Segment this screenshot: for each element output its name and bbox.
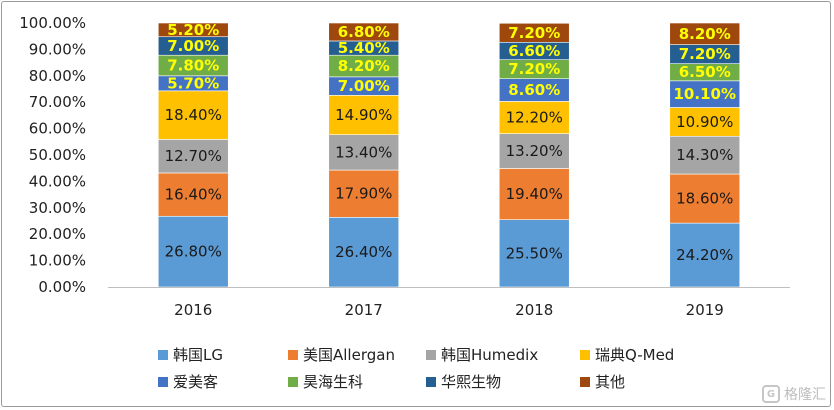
legend-swatch	[158, 349, 168, 360]
legend-label: 瑞典Q-Med	[595, 346, 675, 364]
bar-segment	[328, 95, 400, 135]
data-label: 26.80%	[165, 243, 222, 261]
y-tick-label: 60.00%	[29, 120, 86, 138]
bar-segment	[328, 22, 400, 42]
data-label: 7.00%	[338, 77, 390, 95]
y-tick-label: 80.00%	[29, 67, 86, 85]
data-label: 24.20%	[676, 246, 733, 264]
legend-item: 爱美客	[158, 371, 218, 392]
legend-swatch	[426, 349, 436, 360]
bar-segment	[669, 222, 741, 288]
data-label: 6.80%	[338, 23, 390, 41]
watermark-text: 格隆汇	[784, 387, 826, 403]
gelonghui-logo-icon: G	[762, 385, 780, 403]
bars-group: 26.80%16.40%12.70%18.40%5.70%7.80%7.00%5…	[157, 21, 741, 288]
bar-segment	[669, 107, 741, 137]
bar-segment	[328, 217, 400, 288]
y-tick-label: 40.00%	[29, 172, 86, 190]
bar-segment	[498, 22, 570, 43]
bar-segment	[157, 90, 229, 140]
data-label: 7.20%	[508, 24, 560, 42]
legend-item: 瑞典Q-Med	[580, 344, 674, 365]
x-tick-label: 2017	[345, 301, 383, 319]
data-label: 8.20%	[679, 25, 731, 43]
data-label: 7.80%	[167, 57, 219, 75]
data-label: 10.10%	[674, 85, 736, 103]
legend-label: 爱美客	[173, 373, 219, 391]
bar-segment	[157, 22, 229, 38]
bar-segment	[328, 134, 400, 171]
y-tick-label: 0.00%	[38, 278, 86, 296]
legend-item: 华熙生物	[426, 371, 501, 392]
data-label: 13.20%	[506, 142, 563, 160]
y-tick-label: 100.00%	[19, 14, 86, 32]
legend-label: 韩国LG	[173, 346, 223, 364]
legend-label: 昊海生科	[303, 373, 364, 391]
legend-label: 其他	[595, 373, 626, 391]
legend-swatch	[426, 376, 436, 387]
y-tick-label: 70.00%	[29, 93, 86, 111]
data-label: 5.20%	[167, 21, 219, 39]
data-label: 8.20%	[338, 57, 390, 75]
legend-swatch	[580, 376, 590, 387]
data-label: 8.60%	[508, 81, 560, 99]
legend-label: 美国Allergan	[303, 346, 395, 364]
data-label: 13.40%	[335, 143, 392, 161]
data-label: 17.90%	[335, 185, 392, 203]
y-tick-label: 30.00%	[29, 199, 86, 217]
data-label: 19.40%	[506, 185, 563, 203]
legend-label: 韩国Humedix	[441, 346, 539, 364]
data-label: 7.20%	[679, 45, 731, 63]
stacked-bar-chart: 0.00% 10.00% 20.00% 30.00% 40.00% 50.00% 60.00…	[19, 14, 790, 319]
data-label: 12.70%	[165, 147, 222, 165]
watermark: G 格隆汇	[762, 384, 826, 404]
y-tick-label: 10.00%	[29, 252, 86, 270]
legend-item: 昊海生科	[288, 371, 363, 392]
legend-swatch	[288, 349, 298, 360]
bar-segment	[498, 219, 570, 288]
bar-segment	[669, 80, 741, 108]
data-label: 14.30%	[676, 146, 733, 164]
legend-item: 韩国Humedix	[426, 344, 538, 365]
legend-swatch	[158, 376, 168, 387]
data-label: 16.40%	[165, 186, 222, 204]
x-tick-label: 2018	[515, 301, 553, 319]
bar-segment	[669, 22, 741, 45]
y-tick-label: 90.00%	[29, 40, 86, 58]
bar-segment	[669, 135, 741, 175]
data-label: 14.90%	[335, 106, 392, 124]
data-label: 7.00%	[167, 37, 219, 55]
legend-item: 韩国LG	[158, 344, 223, 365]
bar-segment	[157, 172, 229, 217]
data-label: 6.60%	[508, 42, 560, 60]
y-axis: 0.00% 10.00% 20.00% 30.00% 40.00% 50.00% 60.00…	[19, 14, 86, 296]
y-tick-label: 20.00%	[29, 225, 86, 243]
data-label: 25.50%	[506, 244, 563, 262]
data-label: 18.60%	[676, 190, 733, 208]
legend-swatch	[288, 376, 298, 387]
legend-item: 其他	[580, 371, 625, 392]
legend-label: 华熙生物	[441, 373, 502, 391]
legend-item: 美国Allergan	[288, 344, 395, 365]
data-label: 5.40%	[338, 39, 390, 57]
data-label: 6.50%	[679, 63, 731, 81]
y-tick-label: 50.00%	[29, 146, 86, 164]
legend-swatch	[580, 349, 590, 360]
x-tick-label: 2019	[686, 301, 724, 319]
data-label: 26.40%	[335, 243, 392, 261]
data-label: 7.20%	[508, 60, 560, 78]
bar-segment	[669, 173, 741, 224]
data-label: 18.40%	[165, 106, 222, 124]
data-label: 10.90%	[676, 113, 733, 131]
data-label: 12.20%	[506, 109, 563, 127]
x-tick-label: 2016	[174, 301, 212, 319]
x-axis: 2016 2017 2018 2019	[108, 287, 790, 319]
data-label: 5.70%	[167, 74, 219, 92]
